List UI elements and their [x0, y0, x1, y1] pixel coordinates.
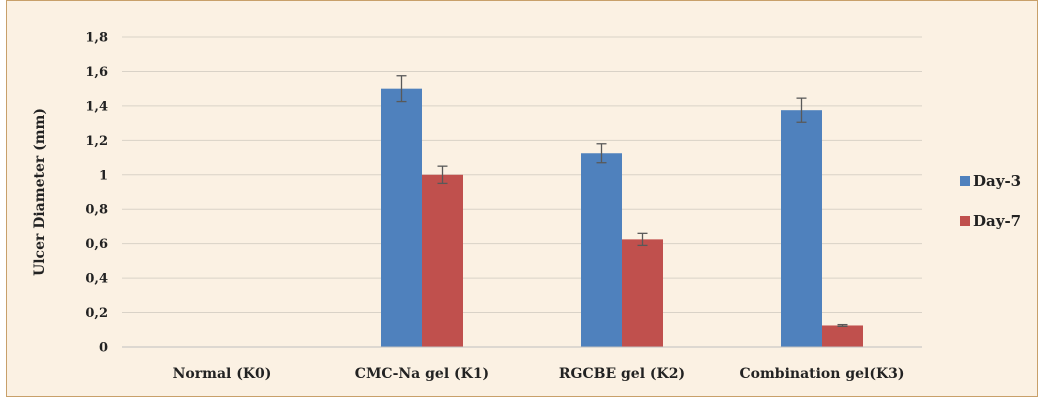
category-label: RGCBE gel (K2): [559, 366, 685, 382]
y-tick-label: 0,8: [85, 203, 108, 218]
legend: Day-3 Day-7: [960, 172, 1021, 230]
legend-swatch-day-3: [960, 176, 970, 186]
bar-day-7-3: [622, 239, 663, 347]
bar-day-3-2: [381, 88, 422, 348]
y-tick-label: 0,6: [85, 237, 108, 252]
y-axis-title: Ulcer Diameter (mm): [32, 108, 48, 276]
y-tick-label: 0,4: [85, 272, 108, 287]
legend-swatch-day-7: [960, 216, 970, 226]
chart-frame: 0 0,2 0,4 0,6 0,8 1 1,2 1,4 1,6 1,8 Normal (K0) CM…: [6, 0, 1038, 397]
y-tick-label: 1: [99, 168, 108, 183]
y-tick-label: 1,2: [85, 134, 108, 149]
y-tick-label: 0: [99, 341, 108, 356]
bar-day-3-3: [581, 153, 622, 347]
bar-chart: 0 0,2 0,4 0,6 0,8 1 1,2 1,4 1,6 1,8 Normal (K0) CM…: [32, 31, 1021, 383]
y-tick-label: 1,8: [85, 31, 108, 46]
grid-lines: [122, 36, 922, 314]
y-tick-label: 1,4: [85, 99, 108, 114]
legend-label: Day-3: [973, 172, 1021, 190]
category-label: Normal (K0): [173, 366, 272, 382]
bars: [381, 88, 863, 348]
legend-label: Day-7: [973, 212, 1021, 230]
error-bars: [396, 75, 848, 327]
bar-day-7-4: [822, 325, 863, 347]
bar-day-3-4: [781, 110, 822, 347]
y-tick-label: 0,2: [85, 306, 108, 321]
y-tick-label: 1,6: [85, 65, 108, 80]
y-tick-labels: 0 0,2 0,4 0,6 0,8 1 1,2 1,4 1,6 1,8: [85, 31, 108, 356]
category-label: CMC-Na gel (K1): [355, 366, 489, 382]
bar-day-7-2: [422, 174, 463, 347]
category-label: Combination gel(K3): [740, 366, 905, 382]
category-labels: Normal (K0) CMC-Na gel (K1) RGCBE gel (K2)…: [173, 366, 905, 382]
